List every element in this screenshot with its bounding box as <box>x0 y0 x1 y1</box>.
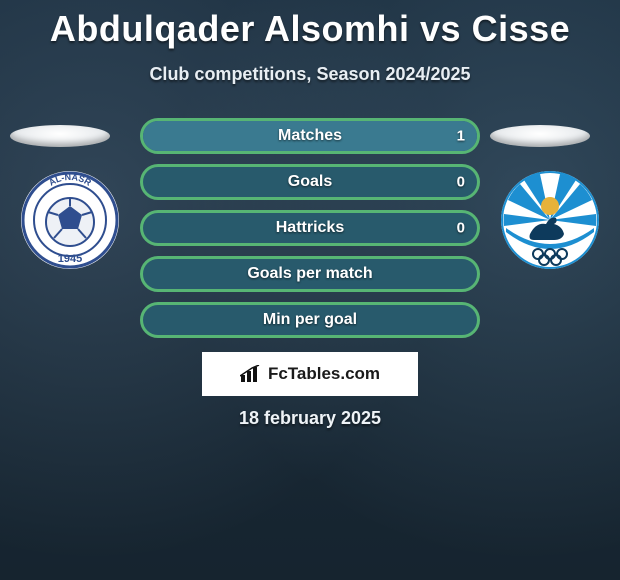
platform-right <box>490 125 590 147</box>
footer-date: 18 february 2025 <box>0 408 620 429</box>
stat-label: Goals <box>288 173 332 191</box>
page-title: Abdulqader Alsomhi vs Cisse <box>0 0 620 50</box>
club-badge-left-svg: AL-NASR 1945 <box>20 170 120 270</box>
stat-row: Matches 1 <box>140 118 480 154</box>
stat-row: Goals 0 <box>140 164 480 200</box>
platform-left <box>10 125 110 147</box>
stat-value-right: 0 <box>457 220 465 237</box>
bar-chart-icon <box>240 365 262 383</box>
club-badge-right-svg <box>500 170 600 270</box>
club-badge-right <box>500 170 600 270</box>
stat-row: Hattricks 0 <box>140 210 480 246</box>
stat-label: Hattricks <box>276 219 344 237</box>
stat-value-right: 1 <box>457 128 465 145</box>
stat-value-right: 0 <box>457 174 465 191</box>
stat-label: Matches <box>278 127 342 145</box>
stat-row: Goals per match <box>140 256 480 292</box>
badge-left-bottom-label: 1945 <box>58 253 82 265</box>
stat-row: Min per goal <box>140 302 480 338</box>
watermark: FcTables.com <box>202 352 418 396</box>
club-badge-left: AL-NASR 1945 <box>20 170 120 270</box>
subtitle: Club competitions, Season 2024/2025 <box>0 64 620 85</box>
stats-column: Matches 1 Goals 0 Hattricks 0 Goals per match M… <box>140 118 480 348</box>
stat-label: Min per goal <box>263 311 357 329</box>
watermark-text: FcTables.com <box>268 364 380 384</box>
stat-label: Goals per match <box>247 265 372 283</box>
stage: Abdulqader Alsomhi vs Cisse Club competi… <box>0 0 620 580</box>
